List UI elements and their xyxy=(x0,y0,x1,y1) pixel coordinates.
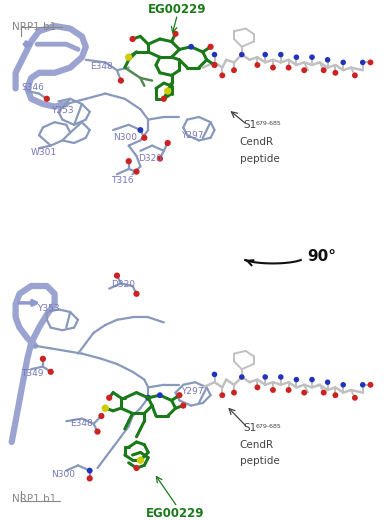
Text: D320: D320 xyxy=(138,154,163,163)
Point xyxy=(94,427,101,436)
Point xyxy=(360,58,366,67)
Text: Y353: Y353 xyxy=(51,106,73,115)
Point xyxy=(293,375,300,384)
Point xyxy=(270,386,276,394)
Point xyxy=(324,56,331,64)
Text: S346: S346 xyxy=(21,83,44,92)
Point xyxy=(133,167,140,176)
Point xyxy=(262,373,268,381)
Text: EG00229: EG00229 xyxy=(146,507,205,520)
Text: NRP1 b1: NRP1 b1 xyxy=(12,22,56,32)
Point xyxy=(157,391,163,399)
Text: W301: W301 xyxy=(31,148,57,157)
Point xyxy=(40,355,46,363)
Point xyxy=(180,401,186,410)
Point xyxy=(278,373,284,381)
Point xyxy=(352,71,358,80)
Text: Y297: Y297 xyxy=(181,131,204,140)
Point xyxy=(239,373,245,381)
Point xyxy=(321,388,327,397)
Point xyxy=(87,474,93,483)
Point xyxy=(133,464,140,472)
Point xyxy=(118,76,124,85)
Text: 679-685: 679-685 xyxy=(255,424,281,429)
Point xyxy=(278,50,284,59)
Text: N300: N300 xyxy=(113,133,137,142)
Point xyxy=(231,388,237,397)
Point xyxy=(321,66,327,74)
Point xyxy=(340,381,346,389)
Text: CendR: CendR xyxy=(240,137,274,147)
Point xyxy=(219,71,225,80)
Point xyxy=(352,394,358,402)
Point xyxy=(207,43,214,51)
Point xyxy=(126,53,132,61)
Point xyxy=(360,381,366,389)
Text: S1: S1 xyxy=(244,120,257,130)
Point xyxy=(367,58,374,67)
Point xyxy=(172,30,179,38)
Point xyxy=(137,126,144,134)
Point xyxy=(188,43,194,51)
Point xyxy=(254,383,261,392)
Point xyxy=(254,61,261,69)
Point xyxy=(231,66,237,74)
Point xyxy=(176,391,183,399)
Point xyxy=(133,290,140,298)
Point xyxy=(161,95,167,103)
Text: peptide: peptide xyxy=(240,153,280,164)
Point xyxy=(102,404,108,412)
Point xyxy=(145,394,151,402)
Point xyxy=(157,154,163,163)
Point xyxy=(165,87,171,95)
Point xyxy=(293,53,300,61)
Point xyxy=(87,466,93,475)
Point xyxy=(211,61,218,69)
Text: T316: T316 xyxy=(111,176,134,185)
Text: T349: T349 xyxy=(21,369,44,378)
Point xyxy=(165,139,171,147)
Text: E348: E348 xyxy=(70,419,93,428)
Point xyxy=(114,271,120,280)
Text: Y297: Y297 xyxy=(181,387,204,396)
Text: S1: S1 xyxy=(244,423,257,433)
Point xyxy=(285,386,292,394)
Point xyxy=(332,69,339,77)
Point xyxy=(211,50,218,59)
Text: N300: N300 xyxy=(51,470,75,479)
Point xyxy=(129,35,136,43)
Text: E348: E348 xyxy=(90,62,112,71)
Point xyxy=(106,394,112,402)
Point xyxy=(262,50,268,59)
Text: peptide: peptide xyxy=(240,457,280,466)
Point xyxy=(367,381,374,389)
Point xyxy=(340,58,346,67)
Point xyxy=(126,157,132,165)
Point xyxy=(324,378,331,386)
Point xyxy=(285,63,292,72)
Point xyxy=(239,50,245,59)
Point xyxy=(137,456,144,464)
Point xyxy=(270,63,276,72)
Text: NRP1 b1: NRP1 b1 xyxy=(12,494,56,504)
Point xyxy=(211,370,218,379)
Point xyxy=(219,391,225,399)
Point xyxy=(309,375,315,384)
Point xyxy=(332,391,339,399)
Text: Y353: Y353 xyxy=(37,304,60,313)
Point xyxy=(48,368,54,376)
Text: D320: D320 xyxy=(111,280,135,289)
Text: EG00229: EG00229 xyxy=(148,3,207,16)
Text: 90°: 90° xyxy=(307,249,336,264)
Point xyxy=(309,53,315,61)
Text: CendR: CendR xyxy=(240,439,274,450)
Point xyxy=(301,388,307,397)
Point xyxy=(141,134,147,142)
Point xyxy=(44,95,50,103)
Point xyxy=(301,66,307,74)
Point xyxy=(98,412,105,420)
Text: 679-685: 679-685 xyxy=(255,121,281,126)
